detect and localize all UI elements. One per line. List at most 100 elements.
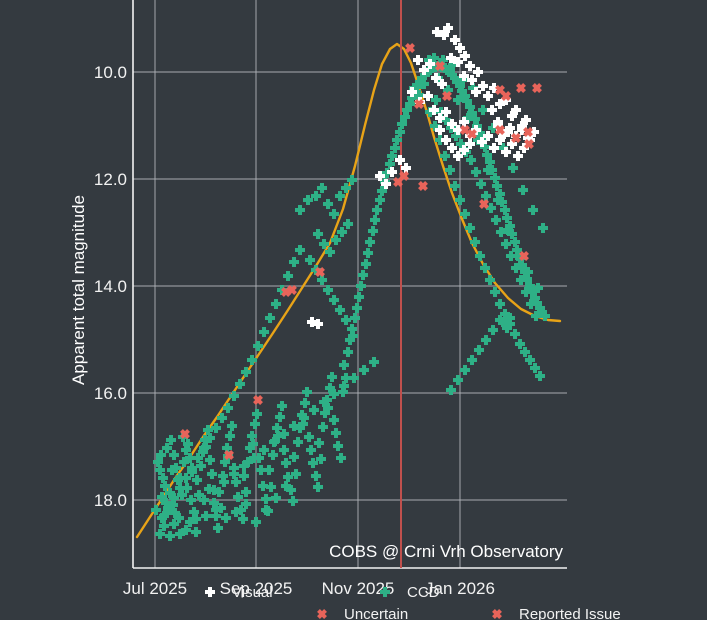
- y-axis-title-text: Apparent total magnitude: [69, 195, 88, 385]
- data-point: [465, 61, 475, 71]
- data-point: [431, 73, 441, 83]
- data-point: [442, 91, 452, 101]
- data-point: [325, 383, 335, 393]
- data-point: [489, 143, 499, 153]
- data-point: [347, 324, 357, 334]
- legend-item-reported-issue[interactable]: Reported Issue: [490, 606, 621, 620]
- data-point: [218, 471, 228, 481]
- data-point: [377, 186, 387, 196]
- data-point: [311, 471, 321, 481]
- data-point: [269, 437, 279, 447]
- data-point: [435, 61, 445, 71]
- data-point: [205, 433, 215, 443]
- data-point: [525, 281, 535, 291]
- data-point: [271, 493, 281, 503]
- data-point: [523, 267, 533, 277]
- data-point: [417, 73, 427, 83]
- legend-marker-ccd-icon: [380, 587, 390, 597]
- y-tick-label: 18.0: [94, 491, 127, 510]
- data-point: [491, 215, 501, 225]
- legend-item-ccd[interactable]: CCD: [380, 584, 440, 601]
- data-point: [501, 239, 511, 249]
- data-point: [502, 213, 512, 223]
- data-point: [252, 409, 262, 419]
- data-point: [531, 311, 541, 321]
- data-point: [405, 43, 415, 53]
- data-point: [239, 471, 249, 481]
- data-point: [414, 90, 424, 100]
- data-point: [540, 311, 550, 321]
- data-point: [177, 490, 187, 500]
- data-point: [319, 239, 329, 249]
- data-point: [303, 195, 313, 205]
- data-point: [251, 517, 261, 527]
- data-point: [446, 385, 456, 395]
- data-point: [405, 99, 415, 109]
- data-point: [516, 83, 526, 93]
- data-point: [510, 237, 520, 247]
- data-point: [526, 299, 536, 309]
- data-point: [229, 391, 239, 401]
- data-point: [375, 195, 385, 205]
- data-point: [211, 505, 221, 515]
- data-point: [175, 483, 185, 493]
- data-point: [460, 125, 470, 135]
- data-point: [209, 485, 219, 495]
- data-point: [450, 181, 460, 191]
- data-point: [498, 143, 508, 153]
- data-point: [407, 87, 417, 97]
- data-point: [157, 492, 167, 502]
- data-point: [323, 403, 333, 413]
- data-point: [217, 413, 227, 423]
- data-point: [455, 43, 465, 53]
- data-point: [401, 163, 411, 173]
- data-point: [295, 245, 305, 255]
- data-point: [473, 67, 483, 77]
- data-point: [486, 203, 496, 213]
- data-point: [308, 458, 318, 468]
- data-point: [512, 245, 522, 255]
- data-point: [513, 151, 523, 161]
- data-point: [287, 285, 297, 295]
- data-point: [162, 443, 172, 453]
- chart-legend[interactable]: Visual CCD Uncertain Reported Issue: [205, 584, 621, 620]
- legend-item-uncertain[interactable]: Uncertain: [315, 606, 408, 620]
- data-point: [186, 495, 196, 505]
- data-point: [191, 527, 201, 537]
- data-point: [315, 267, 325, 277]
- data-point: [521, 115, 531, 125]
- data-point: [266, 482, 276, 492]
- data-point: [187, 463, 197, 473]
- data-point: [451, 131, 461, 141]
- data-point: [457, 86, 467, 96]
- data-point: [283, 271, 293, 281]
- data-point: [329, 389, 339, 399]
- data-point: [169, 450, 179, 460]
- data-point: [369, 357, 379, 367]
- data-point: [233, 492, 243, 502]
- data-point: [170, 508, 180, 518]
- data-point: [480, 263, 490, 273]
- data-point: [189, 507, 199, 517]
- data-point: [247, 355, 257, 365]
- data-point: [476, 179, 486, 189]
- data-point: [468, 83, 478, 93]
- data-point: [493, 195, 503, 205]
- data-point: [209, 498, 219, 508]
- data-point: [241, 499, 251, 509]
- data-point: [489, 83, 499, 93]
- data-point: [495, 99, 505, 109]
- data-point: [467, 355, 477, 365]
- data-point: [400, 112, 410, 122]
- data-point: [446, 53, 456, 63]
- data-point: [168, 500, 178, 510]
- data-point: [511, 263, 521, 273]
- data-point: [337, 227, 347, 237]
- data-point: [343, 347, 353, 357]
- data-point: [339, 360, 349, 370]
- data-point: [329, 415, 339, 425]
- data-point: [488, 325, 498, 335]
- legend-item-visual[interactable]: Visual: [205, 584, 273, 601]
- data-point: [437, 79, 447, 89]
- data-point: [323, 285, 333, 295]
